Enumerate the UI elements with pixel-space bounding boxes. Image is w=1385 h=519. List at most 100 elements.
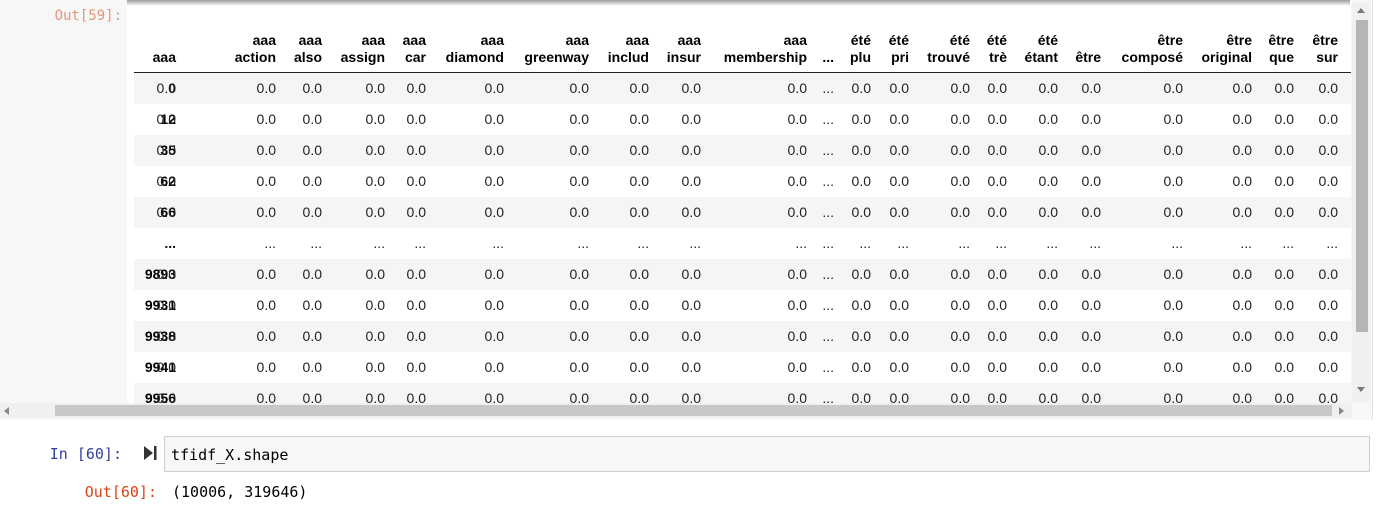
row-index: 12 <box>160 111 176 127</box>
table-cell: 0.0 <box>302 111 322 127</box>
table-cell: 0.0 <box>365 142 385 158</box>
scroll-right-arrow-icon[interactable] <box>1339 407 1344 415</box>
table-cell: 0.0 <box>484 266 504 282</box>
table-cell: 0.0 <box>681 359 701 375</box>
dataframe-table: aaa aaa action aaa also aaa assign aaa car aaa dia… <box>134 2 1351 403</box>
table-cell: 0.0 <box>156 173 176 189</box>
column-header: aaa also <box>293 32 322 65</box>
table-cell: 0.0 <box>1038 328 1058 344</box>
column-header: aaa includ <box>607 32 649 65</box>
table-cell: 0.0 <box>156 328 176 344</box>
table-cell: 0.0 <box>1163 142 1183 158</box>
table-cell: ... <box>822 328 834 344</box>
table-cell: 0.0 <box>987 328 1007 344</box>
table-cell: 0.0 <box>681 328 701 344</box>
table-cell: 0.0 <box>256 297 276 313</box>
vertical-scrollbar[interactable] <box>1352 2 1370 402</box>
table-cell: 0.0 <box>406 142 426 158</box>
table-cell: 0.0 <box>302 390 322 403</box>
table-cell: ... <box>822 359 834 375</box>
table-cell: ... <box>958 235 970 251</box>
table-cell: 0.0 <box>156 204 176 220</box>
scroll-left-arrow-icon[interactable] <box>4 407 9 415</box>
table-cell: 0.0 <box>787 390 807 403</box>
table-cell: 0.0 <box>987 359 1007 375</box>
table-cell: 0.0 <box>156 359 176 375</box>
table-cell: 0.0 <box>1232 173 1252 189</box>
table-row: 12 0.0 0.0 0.0 0.0 0.0 0.0 0.0 0.0 0.0 0.0... 0.0 0.… <box>134 104 1351 135</box>
table-cell: 0.0 <box>950 80 970 96</box>
input-prompt-60: In [60]: <box>49 445 122 463</box>
table-cell: 0.0 <box>1274 204 1294 220</box>
table-row: 9956 0.0 0.0 0.0 0.0 0.0 0.0 0.0 0.0 0.0 0.0... 0.0… <box>134 383 1351 403</box>
scroll-up-arrow-icon[interactable] <box>1357 8 1365 13</box>
table-cell: 0.0 <box>851 297 871 313</box>
table-cell: 0.0 <box>256 173 276 189</box>
column-header: aaa <box>152 49 176 65</box>
table-cell: 0.0 <box>889 266 909 282</box>
table-cell: 0.0 <box>1274 142 1294 158</box>
table-cell: 0.0 <box>156 297 176 313</box>
column-header: être <box>1075 49 1101 65</box>
table-cell: 0.0 <box>851 111 871 127</box>
scroll-down-arrow-icon[interactable] <box>1357 387 1365 392</box>
table-body: 0 0.0 0.0 0.0 0.0 0.0 0.0 0.0 0.0 0.0 0.0... 0.0 0.0… <box>134 73 1351 403</box>
table-cell: 0.0 <box>1081 359 1101 375</box>
table-cell: 0.0 <box>1038 297 1058 313</box>
table-cell: 0.0 <box>1038 204 1058 220</box>
table-cell: 0.0 <box>987 266 1007 282</box>
table-cell: 0.0 <box>484 390 504 403</box>
table-cell: 0.0 <box>851 204 871 220</box>
table-cell: ... <box>795 235 807 251</box>
table-cell: 0.0 <box>787 204 807 220</box>
table-cell: 0.0 <box>302 204 322 220</box>
table-cell: 0.0 <box>629 328 649 344</box>
table-cell: 0.0 <box>1318 390 1338 403</box>
vertical-scrollbar-thumb[interactable] <box>1356 20 1368 332</box>
table-cell: 0.0 <box>1081 111 1101 127</box>
table-cell: 0.0 <box>365 173 385 189</box>
table-cell: 0.0 <box>1318 111 1338 127</box>
table-cell: 0.0 <box>629 173 649 189</box>
table-cell: 0.0 <box>889 204 909 220</box>
code-text[interactable]: tfidf_X.shape <box>171 446 289 464</box>
table-cell: 0.0 <box>889 142 909 158</box>
row-index: 0 <box>168 80 176 96</box>
table-cell: 0.0 <box>1163 266 1183 282</box>
table-cell: ... <box>1171 235 1183 251</box>
code-cell-input[interactable]: tfidf_X.shape <box>164 436 1370 472</box>
table-cell: 0.0 <box>851 359 871 375</box>
table-cell: 0.0 <box>1318 80 1338 96</box>
table-cell: 0.0 <box>365 390 385 403</box>
table-cell: 0.0 <box>1274 297 1294 313</box>
table-cell: 0.0 <box>569 359 589 375</box>
table-cell: 0.0 <box>406 266 426 282</box>
table-cell: ... <box>1089 235 1101 251</box>
table-cell: 0.0 <box>681 204 701 220</box>
table-row: 35 0.0 0.0 0.0 0.0 0.0 0.0 0.0 0.0 0.0 0.0... 0.0 0.… <box>134 135 1351 166</box>
table-cell: 0.0 <box>851 142 871 158</box>
run-cell-icon[interactable] <box>143 444 157 462</box>
horizontal-scrollbar[interactable] <box>0 403 1352 418</box>
table-cell: 0.0 <box>1274 328 1294 344</box>
table-header: aaa aaa action aaa also aaa assign aaa car aaa dia… <box>134 2 1351 73</box>
table-cell: ... <box>822 204 834 220</box>
table-cell: 0.0 <box>406 297 426 313</box>
table-cell: 0.0 <box>1232 359 1252 375</box>
table-cell: ... <box>995 235 1007 251</box>
table-row: 9941 0.0 0.0 0.0 0.0 0.0 0.0 0.0 0.0 0.0 0.0... 0.0… <box>134 352 1351 383</box>
horizontal-scrollbar-thumb[interactable] <box>55 405 1332 416</box>
row-index: 35 <box>160 142 176 158</box>
output-scroll-shadow <box>127 0 1350 6</box>
table-cell: 0.0 <box>1038 266 1058 282</box>
table-cell: 0.0 <box>484 80 504 96</box>
table-cell: 0.0 <box>1081 204 1101 220</box>
table-cell: 0.0 <box>256 204 276 220</box>
table-cell: 0.0 <box>987 111 1007 127</box>
table-cell: 0.0 <box>1081 297 1101 313</box>
row-index: 62 <box>160 173 176 189</box>
table-cell: 0.0 <box>1274 359 1294 375</box>
table-cell: 0.0 <box>484 359 504 375</box>
table-cell: 0.0 <box>629 266 649 282</box>
dataframe-output[interactable]: aaa aaa action aaa also aaa assign aaa car aaa dia… <box>127 2 1351 403</box>
